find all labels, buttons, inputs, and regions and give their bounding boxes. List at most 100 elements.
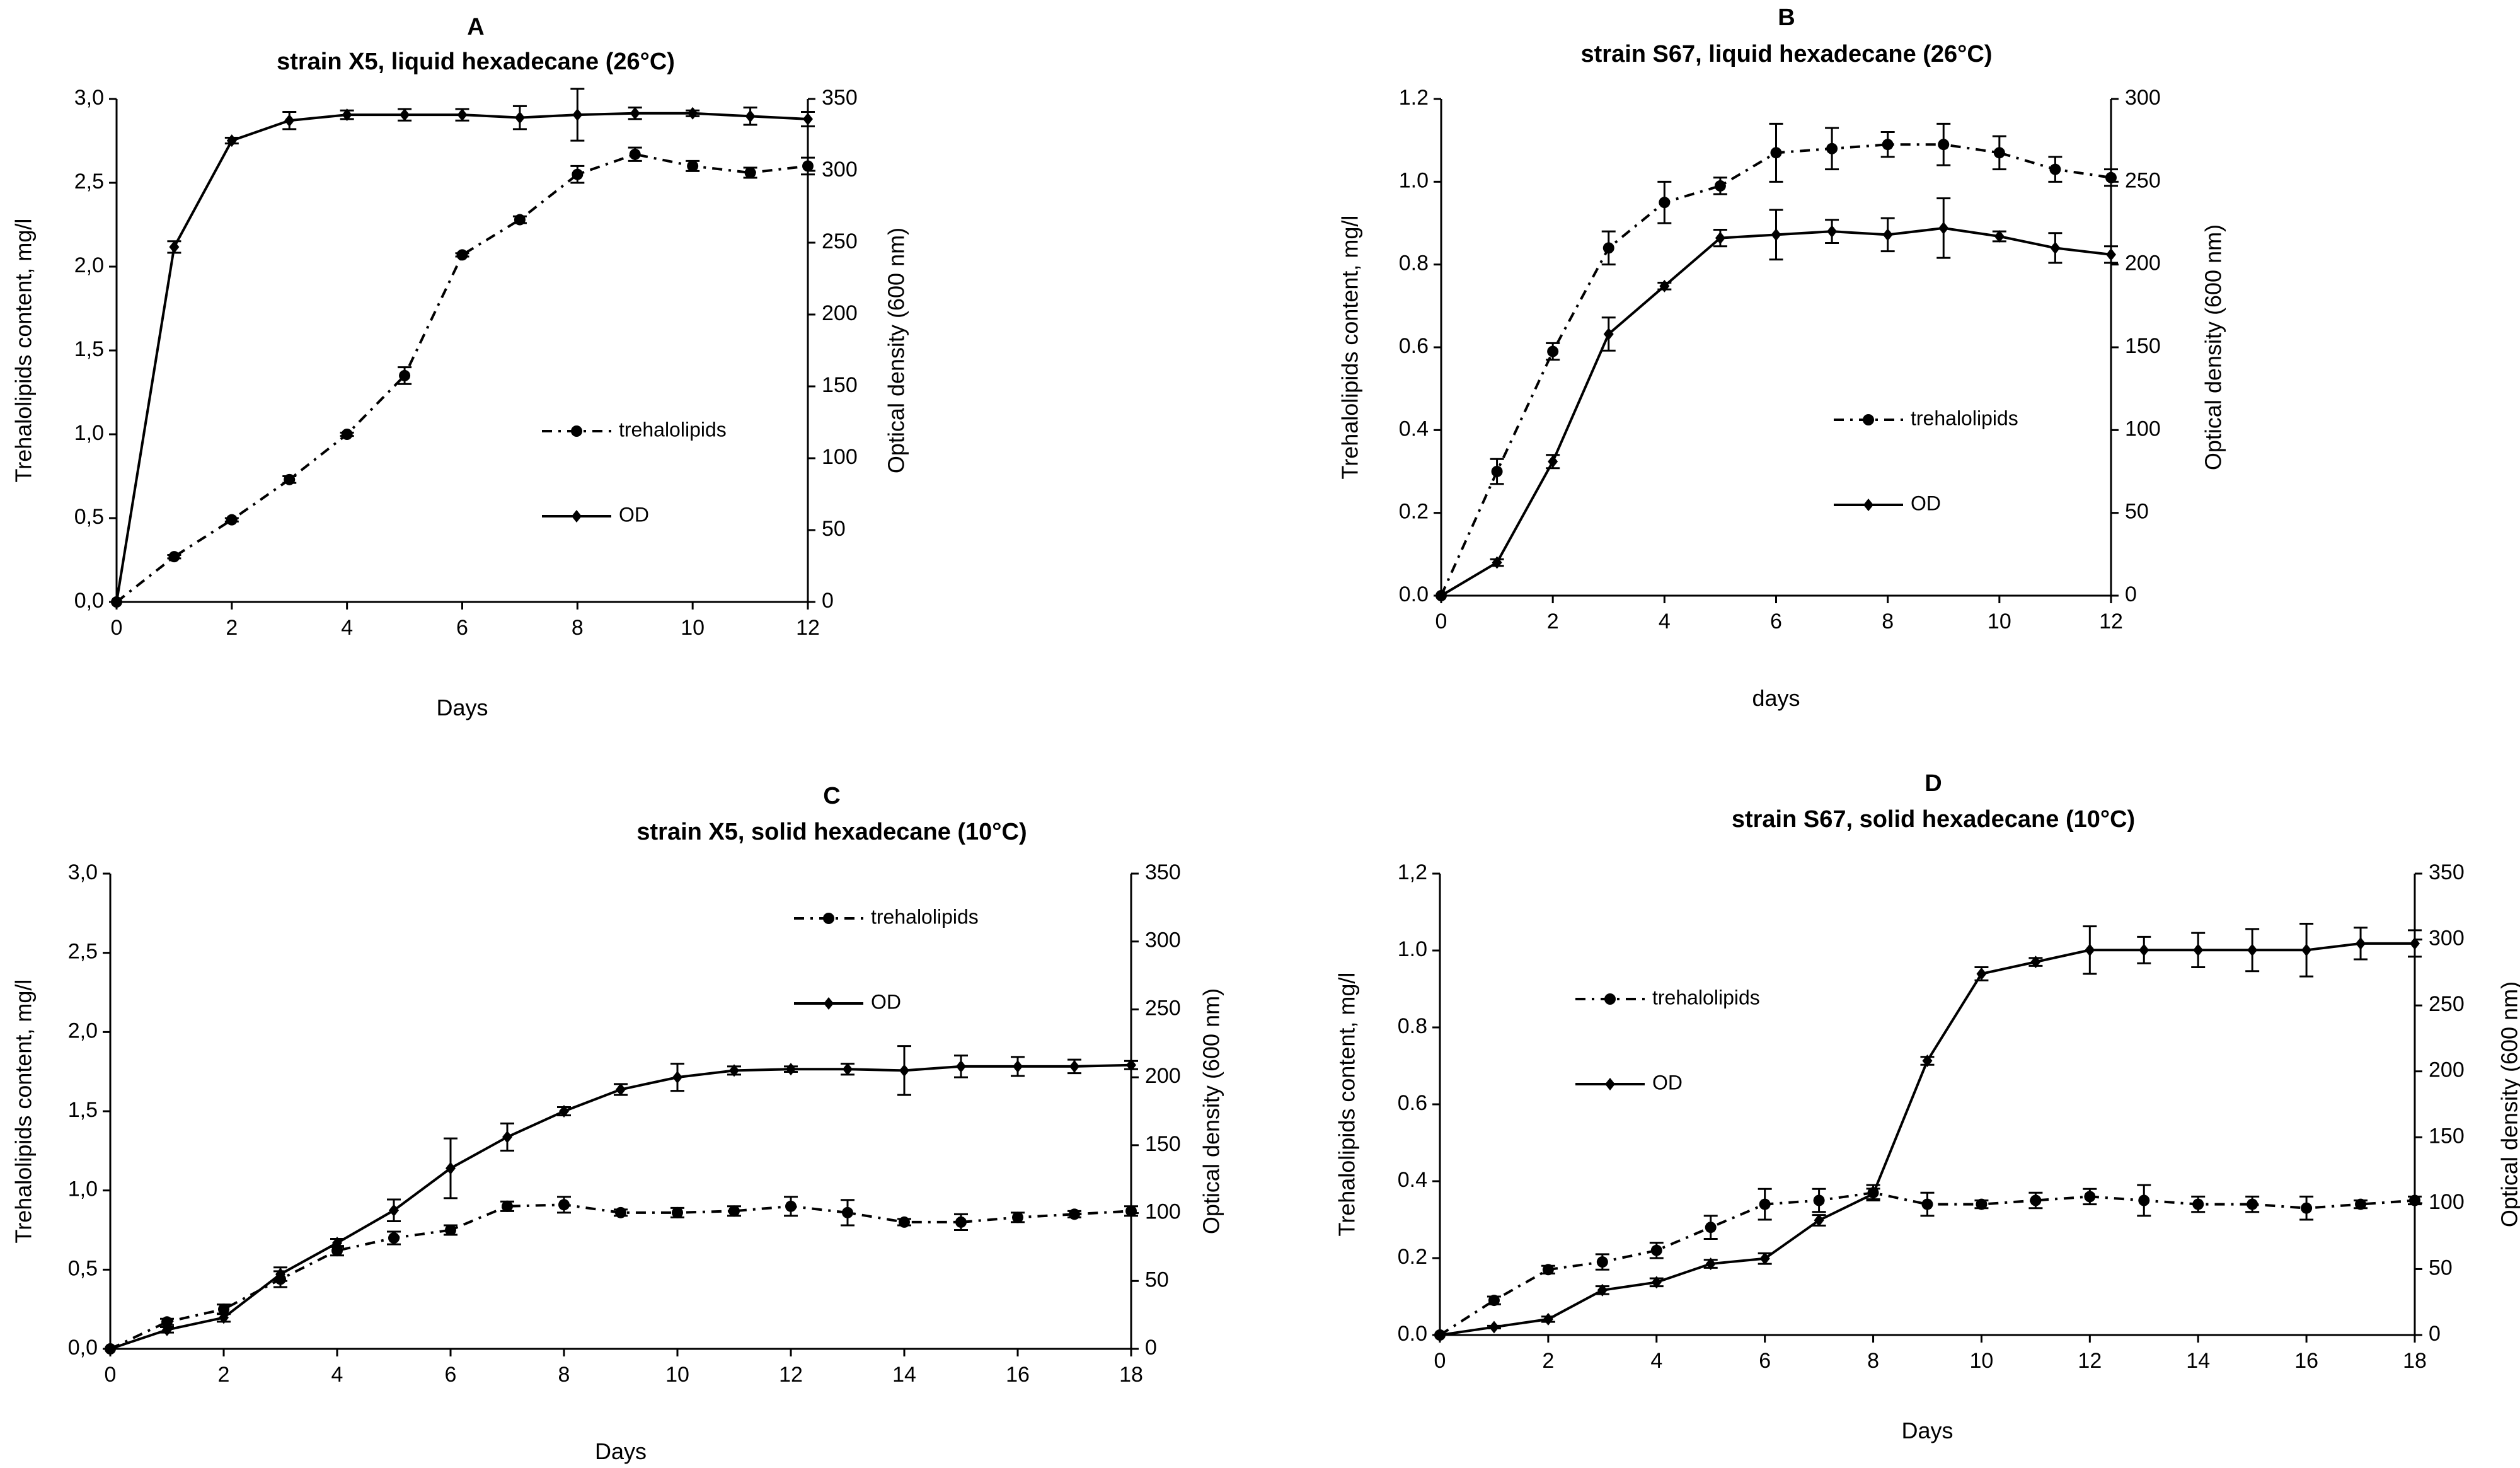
data-point — [112, 596, 122, 608]
x-tick-label: 12 — [796, 616, 820, 640]
x-tick-label: 16 — [1006, 1363, 1030, 1387]
legend-item: trehalolipids — [794, 905, 979, 928]
legend: trehalolipids OD — [1834, 407, 2018, 514]
x-tick-label: 10 — [681, 616, 705, 640]
y-tick-label: 0.4 — [1398, 1168, 1427, 1192]
x-tick-label: 18 — [2403, 1349, 2427, 1373]
y-tick-label: 0.8 — [1399, 251, 1429, 275]
y2-tick-label: 350 — [1145, 860, 1181, 884]
legend-marker — [1605, 1078, 1615, 1090]
data-point — [169, 240, 180, 253]
y-tick-label: 0.0 — [1399, 582, 1429, 606]
data-point — [342, 108, 352, 122]
data-point — [162, 1323, 172, 1336]
data-point — [388, 1232, 400, 1244]
data-point — [899, 1064, 909, 1077]
data-point — [2085, 944, 2095, 957]
y2-tick-label: 50 — [1145, 1268, 1169, 1292]
data-point — [1488, 1321, 1499, 1334]
y2-tick-label: 0 — [2125, 582, 2137, 606]
x-tick-label: 14 — [2186, 1349, 2210, 1373]
legend-item: OD — [794, 990, 901, 1013]
data-point — [1921, 1198, 1933, 1210]
data-point — [1813, 1194, 1825, 1206]
y-tick-label: 1.0 — [1399, 168, 1429, 192]
data-point — [672, 1071, 682, 1084]
series-trehalolipids — [105, 1196, 1138, 1355]
data-point — [1012, 1211, 1023, 1223]
data-point — [219, 1311, 229, 1324]
y-tick-label: 0.2 — [1398, 1245, 1427, 1269]
data-point — [630, 107, 640, 120]
y2-tick-label: 300 — [2429, 927, 2465, 951]
y-tick-label: 0.6 — [1399, 334, 1429, 358]
data-point — [803, 112, 813, 125]
legend-marker — [572, 510, 582, 523]
x-tick-label: 10 — [1970, 1349, 1994, 1373]
data-point — [456, 249, 468, 261]
data-point — [2301, 944, 2312, 957]
data-point — [1547, 345, 1559, 357]
data-point — [168, 551, 180, 563]
data-point — [1651, 1276, 1662, 1289]
data-point — [502, 1200, 513, 1212]
panel-letter: A — [467, 14, 484, 40]
data-point — [2301, 1202, 2313, 1214]
y-tick-label: 1,5 — [74, 337, 104, 361]
y-tick-label: 1,0 — [74, 421, 104, 445]
data-point — [2105, 171, 2117, 183]
y2-tick-label: 50 — [2125, 500, 2149, 524]
data-point — [786, 1063, 796, 1076]
x-tick-label: 8 — [558, 1363, 570, 1387]
y-tick-label: 0.6 — [1398, 1091, 1427, 1115]
data-point — [1125, 1205, 1137, 1217]
data-point — [218, 1303, 229, 1315]
panel-title: strain X5, liquid hexadecane (26°C) — [277, 49, 675, 75]
y-tick-label: 2,5 — [74, 170, 104, 194]
y2-tick-label: 100 — [2429, 1190, 2465, 1214]
legend-label: trehalolipids — [1911, 407, 2018, 429]
data-point — [1659, 197, 1671, 209]
x-tick-label: 4 — [1659, 610, 1671, 633]
series-line-od — [1439, 942, 2415, 1336]
data-point — [1994, 230, 2005, 243]
y2-tick-label: 200 — [1145, 1064, 1181, 1088]
legend-marker — [824, 997, 834, 1010]
y-tick-label: 3,0 — [68, 860, 98, 884]
x-tick-label: 18 — [1119, 1363, 1143, 1387]
data-point — [1868, 1188, 1878, 1201]
data-point — [226, 134, 237, 147]
x-tick-label: 14 — [892, 1363, 916, 1387]
y2-tick-label: 0 — [2429, 1322, 2441, 1346]
data-point — [2050, 241, 2061, 255]
data-point — [744, 167, 756, 179]
data-point — [955, 1216, 967, 1228]
data-point — [1771, 228, 1781, 241]
data-point — [1976, 967, 1987, 980]
legend-marker — [823, 913, 834, 924]
y-tick-label: 1,2 — [1398, 860, 1427, 884]
y-tick-label: 1.2 — [1399, 86, 1429, 110]
y2-tick-label: 300 — [2125, 86, 2161, 110]
legend-label: OD — [1911, 492, 1941, 514]
y2-tick-label: 100 — [822, 445, 858, 469]
data-point — [284, 473, 296, 485]
data-point — [572, 168, 584, 180]
x-tick-label: 2 — [218, 1363, 230, 1387]
data-point — [729, 1064, 739, 1077]
data-point — [1435, 1329, 1445, 1341]
panel-title: strain S67, liquid hexadecane (26°C) — [1581, 41, 1993, 67]
data-point — [2030, 956, 2041, 969]
y-tick-label: 0,0 — [74, 589, 104, 613]
data-point — [389, 1204, 399, 1217]
x-tick-label: 16 — [2294, 1349, 2318, 1373]
data-point — [1602, 242, 1614, 254]
data-point — [2410, 937, 2420, 950]
data-point — [1013, 1060, 1023, 1073]
x-tick-label: 2 — [1547, 610, 1559, 633]
data-point — [1715, 231, 1725, 245]
y-axis-label-right: Optical density (600 nm) — [1199, 988, 1224, 1234]
legend-marker — [1863, 414, 1874, 425]
data-point — [842, 1206, 853, 1218]
